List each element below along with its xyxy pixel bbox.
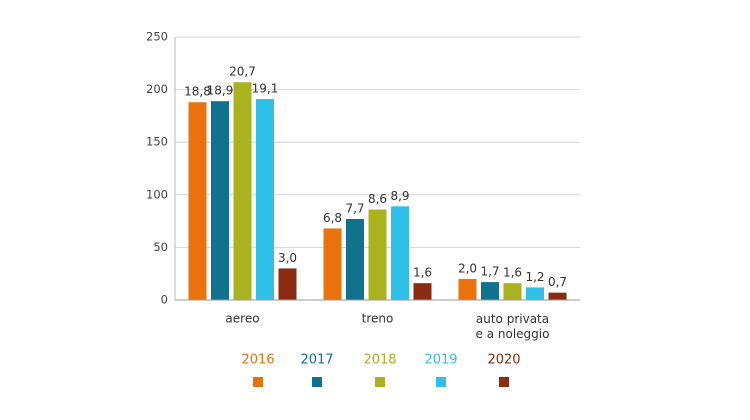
legend-swatch bbox=[253, 377, 263, 387]
bar bbox=[368, 209, 387, 300]
bar bbox=[346, 218, 364, 300]
legend-swatch bbox=[436, 377, 446, 387]
legend-label: 2019 bbox=[424, 353, 457, 368]
value-label: 3,0 bbox=[278, 251, 297, 265]
bar bbox=[503, 283, 522, 300]
value-label: 1,6 bbox=[503, 266, 522, 280]
y-tick-label: 0 bbox=[161, 293, 168, 307]
value-label: 0,7 bbox=[548, 275, 567, 289]
value-label: 20,7 bbox=[229, 65, 256, 79]
bar bbox=[256, 99, 274, 301]
bar bbox=[526, 287, 544, 300]
y-tick-label: 200 bbox=[146, 82, 168, 96]
bar bbox=[188, 102, 207, 300]
bar bbox=[413, 283, 432, 300]
bar bbox=[391, 206, 409, 300]
bar bbox=[211, 101, 229, 300]
x-tick-label: auto privata e a noleggio bbox=[476, 312, 550, 341]
bar bbox=[481, 282, 499, 300]
legend-label: 2016 bbox=[241, 353, 274, 368]
y-tick-label: 250 bbox=[146, 30, 168, 44]
bar bbox=[458, 278, 477, 300]
value-label: 8,9 bbox=[390, 189, 409, 203]
bar bbox=[548, 292, 567, 300]
value-label: 18,9 bbox=[207, 84, 234, 98]
value-label: 7,7 bbox=[345, 201, 364, 215]
x-tick-label: aereo bbox=[225, 312, 259, 326]
value-label: 19,1 bbox=[252, 82, 279, 96]
legend-label: 2018 bbox=[363, 353, 396, 368]
legend-label: 2020 bbox=[487, 353, 520, 368]
bar bbox=[278, 268, 297, 300]
legend-swatch bbox=[312, 377, 322, 387]
y-tick-label: 150 bbox=[146, 135, 168, 149]
value-label: 2,0 bbox=[458, 261, 477, 275]
legend-swatch bbox=[499, 377, 509, 387]
value-label: 1,6 bbox=[413, 266, 432, 280]
legend-swatch bbox=[375, 377, 385, 387]
value-label: 8,6 bbox=[368, 192, 387, 206]
y-tick-label: 100 bbox=[146, 187, 168, 201]
y-tick-label: 50 bbox=[153, 240, 168, 254]
value-label: 1,7 bbox=[480, 265, 499, 279]
bar bbox=[323, 228, 342, 300]
value-label: 6,8 bbox=[323, 211, 342, 225]
value-label: 18,8 bbox=[184, 85, 211, 99]
legend-label: 2017 bbox=[300, 353, 333, 368]
value-label: 1,2 bbox=[525, 270, 544, 284]
x-tick-label: treno bbox=[362, 312, 394, 326]
bar bbox=[233, 82, 252, 301]
